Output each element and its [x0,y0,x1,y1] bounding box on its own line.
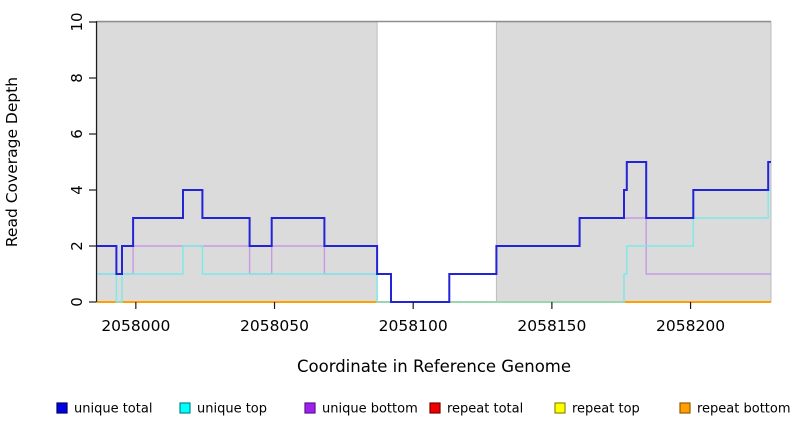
y-tick-label: 0 [68,297,86,307]
legend-item: unique top [179,402,267,417]
y-axis-title: Read Coverage Depth [3,77,21,247]
legend-item: repeat bottom [679,402,791,417]
coverage-series [97,161,771,303]
x-tick-label: 2058150 [517,317,586,335]
y-tick-label: 6 [68,129,86,139]
shaded-regions [96,21,772,303]
y-tick-label: 2 [68,241,86,251]
y-tick-label: 8 [68,73,86,83]
legend-swatch-repeat-total [429,402,441,414]
y-tick-label: 10 [68,12,86,31]
legend-item: repeat total [429,402,523,417]
x-tick-label: 2058100 [379,317,448,335]
legend-item: unique total [56,402,152,417]
x-tick-label: 2058200 [656,317,725,335]
legend-item: unique bottom [304,402,418,417]
series-unique-total-line [97,161,771,303]
legend-label: repeat bottom [697,402,791,417]
legend: unique total unique top unique bottom repea… [56,402,791,417]
x-tick-label: 2058050 [240,317,309,335]
legend-item: repeat top [554,402,640,417]
legend-label: unique bottom [322,402,418,417]
x-tick-label: 2058000 [101,317,170,335]
legend-label: unique total [74,402,152,417]
series-unique-top-line [97,189,771,303]
legend-label: repeat top [572,402,640,417]
axes: 0 2 4 6 8 10 2058000 2058050 2058100 2058150 20582… [68,12,725,335]
legend-label: unique top [197,402,267,417]
shaded-region [96,21,378,303]
legend-swatch-unique-total [56,402,68,414]
legend-swatch-repeat-bottom [679,402,691,414]
y-tick-label: 4 [68,185,86,195]
legend-swatch-repeat-top [554,402,566,414]
legend-swatch-unique-bottom [304,402,316,414]
legend-label: repeat total [447,402,523,417]
legend-swatch-unique-top [179,402,191,414]
x-axis-title: Coordinate in Reference Genome [297,357,571,376]
